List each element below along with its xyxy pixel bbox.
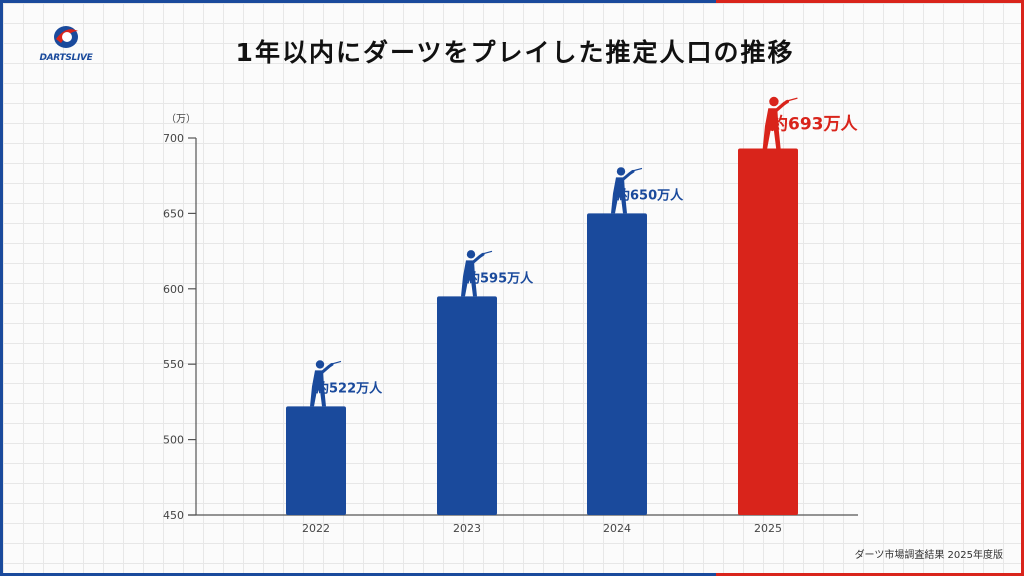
dart-player-icon bbox=[461, 250, 493, 297]
x-tick-label: 2024 bbox=[603, 522, 631, 535]
dartslive-logo-mark-icon bbox=[54, 26, 78, 48]
bar-2023 bbox=[437, 296, 497, 515]
bar-2025 bbox=[738, 148, 798, 515]
x-tick-label: 2022 bbox=[302, 522, 330, 535]
player-arm bbox=[471, 252, 485, 264]
player-head bbox=[315, 360, 325, 369]
y-tick-label: 550 bbox=[163, 358, 184, 371]
dart-player-icon bbox=[611, 167, 643, 214]
chart-bars: 2022 約522万人 2023 約595万人 2024 約650万人 2025 約693万人 bbox=[286, 96, 858, 535]
source-footnote: ダーツ市場調査結果 2025年度版 bbox=[854, 550, 1003, 561]
data-label: 約595万人 bbox=[467, 270, 534, 286]
player-arm bbox=[774, 99, 790, 113]
bar-2022 bbox=[286, 406, 346, 515]
x-tick-label: 2023 bbox=[453, 522, 481, 535]
y-tick-label: 450 bbox=[163, 509, 184, 522]
player-head bbox=[616, 167, 626, 176]
y-axis-unit-label: （万） bbox=[166, 113, 196, 125]
data-label: 約522万人 bbox=[316, 380, 383, 396]
bar-chart: （万） 450 500 550 600 650 700 2022 約522万人 2023 約595… bbox=[163, 96, 858, 535]
player-arm bbox=[320, 362, 334, 374]
dart-player-icon bbox=[310, 360, 342, 407]
dart bbox=[784, 97, 798, 103]
chart-title: 1年以内にダーツをプレイした推定人口の推移 bbox=[235, 38, 795, 67]
bar-2024 bbox=[587, 213, 647, 515]
player-body bbox=[611, 177, 627, 214]
logo-text: DARTSLIVE bbox=[39, 53, 93, 63]
player-arm bbox=[621, 169, 635, 181]
dart bbox=[630, 167, 643, 172]
y-tick-label: 500 bbox=[163, 434, 184, 447]
data-label: 約650万人 bbox=[617, 187, 684, 203]
player-body bbox=[461, 260, 477, 297]
dartslive-logo: DARTSLIVE bbox=[31, 21, 101, 71]
player-head bbox=[466, 250, 476, 259]
y-tick-label: 650 bbox=[163, 207, 184, 220]
dart bbox=[480, 250, 493, 255]
y-tick-label: 600 bbox=[163, 283, 184, 296]
dart bbox=[329, 360, 342, 366]
player-body bbox=[762, 108, 781, 149]
player-head bbox=[769, 96, 779, 107]
data-label: 約693万人 bbox=[771, 114, 858, 135]
dart-player-icon bbox=[762, 96, 798, 149]
y-tick-label: 700 bbox=[163, 132, 184, 145]
x-tick-label: 2025 bbox=[754, 522, 782, 535]
player-body bbox=[310, 370, 326, 407]
